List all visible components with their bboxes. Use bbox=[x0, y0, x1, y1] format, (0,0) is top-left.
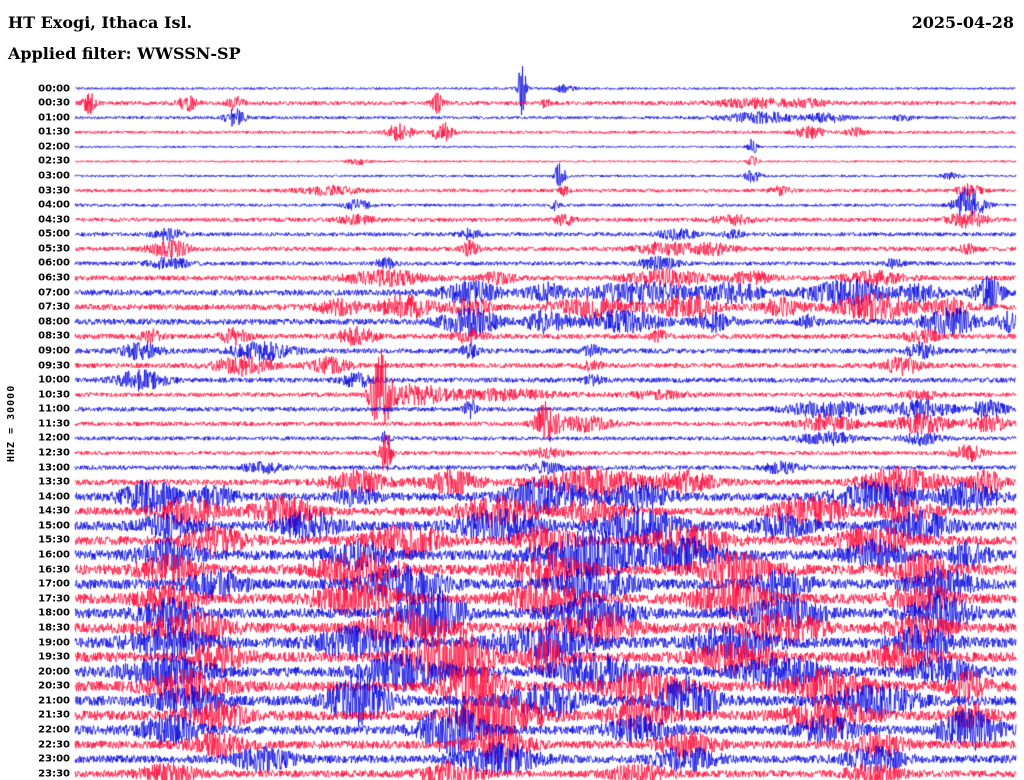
time-label: 08:00 bbox=[38, 316, 70, 328]
time-label: 22:00 bbox=[38, 724, 70, 736]
time-label: 13:00 bbox=[38, 462, 70, 474]
time-label: 05:30 bbox=[38, 243, 70, 255]
time-label: 09:00 bbox=[38, 345, 70, 357]
time-label: 21:00 bbox=[38, 695, 70, 707]
time-label: 21:30 bbox=[38, 709, 70, 721]
time-label: 07:30 bbox=[38, 301, 70, 313]
time-label: 20:30 bbox=[38, 680, 70, 692]
time-label: 20:00 bbox=[38, 666, 70, 678]
time-label: 08:30 bbox=[38, 330, 70, 342]
time-label: 06:00 bbox=[38, 257, 70, 269]
time-label: 05:00 bbox=[38, 228, 70, 240]
time-label: 17:30 bbox=[38, 593, 70, 605]
time-label: 14:00 bbox=[38, 491, 70, 503]
time-label: 15:00 bbox=[38, 520, 70, 532]
time-label: 10:00 bbox=[38, 374, 70, 386]
time-label: 11:30 bbox=[38, 418, 70, 430]
time-label: 13:30 bbox=[38, 476, 70, 488]
time-label: 09:30 bbox=[38, 360, 70, 372]
time-label: 15:30 bbox=[38, 534, 70, 546]
time-label: 18:00 bbox=[38, 607, 70, 619]
time-label: 18:30 bbox=[38, 622, 70, 634]
time-label: 23:30 bbox=[38, 768, 70, 780]
time-label: 06:30 bbox=[38, 272, 70, 284]
time-label: 11:00 bbox=[38, 403, 70, 415]
time-label: 01:00 bbox=[38, 112, 70, 124]
time-label: 22:30 bbox=[38, 739, 70, 751]
time-label: 04:30 bbox=[38, 214, 70, 226]
time-label: 03:00 bbox=[38, 170, 70, 182]
time-label: 23:00 bbox=[38, 753, 70, 765]
time-label: 03:30 bbox=[38, 185, 70, 197]
station-title: HT Exogi, Ithaca Isl. bbox=[8, 13, 193, 32]
date-label: 2025-04-28 bbox=[911, 13, 1014, 32]
time-label: 02:30 bbox=[38, 155, 70, 167]
time-label: 10:30 bbox=[38, 389, 70, 401]
time-label: 02:00 bbox=[38, 141, 70, 153]
time-label: 19:30 bbox=[38, 651, 70, 663]
time-label: 07:00 bbox=[38, 287, 70, 299]
time-label: 19:00 bbox=[38, 637, 70, 649]
time-label: 12:30 bbox=[38, 447, 70, 459]
time-axis: 00:00 00:30 01:00 01:30 02:00 02:30 03:00 03:30… bbox=[0, 0, 72, 780]
time-label: 01:30 bbox=[38, 126, 70, 138]
time-label: 04:00 bbox=[38, 199, 70, 211]
time-label: 00:00 bbox=[38, 83, 70, 94]
time-label: 16:30 bbox=[38, 564, 70, 576]
filter-label: Applied filter: WWSSN-SP bbox=[8, 44, 241, 63]
time-label: 14:30 bbox=[38, 505, 70, 517]
time-label: 16:00 bbox=[38, 549, 70, 561]
time-label: 17:00 bbox=[38, 578, 70, 590]
time-label: 12:00 bbox=[38, 432, 70, 444]
time-label: 00:30 bbox=[38, 97, 70, 109]
